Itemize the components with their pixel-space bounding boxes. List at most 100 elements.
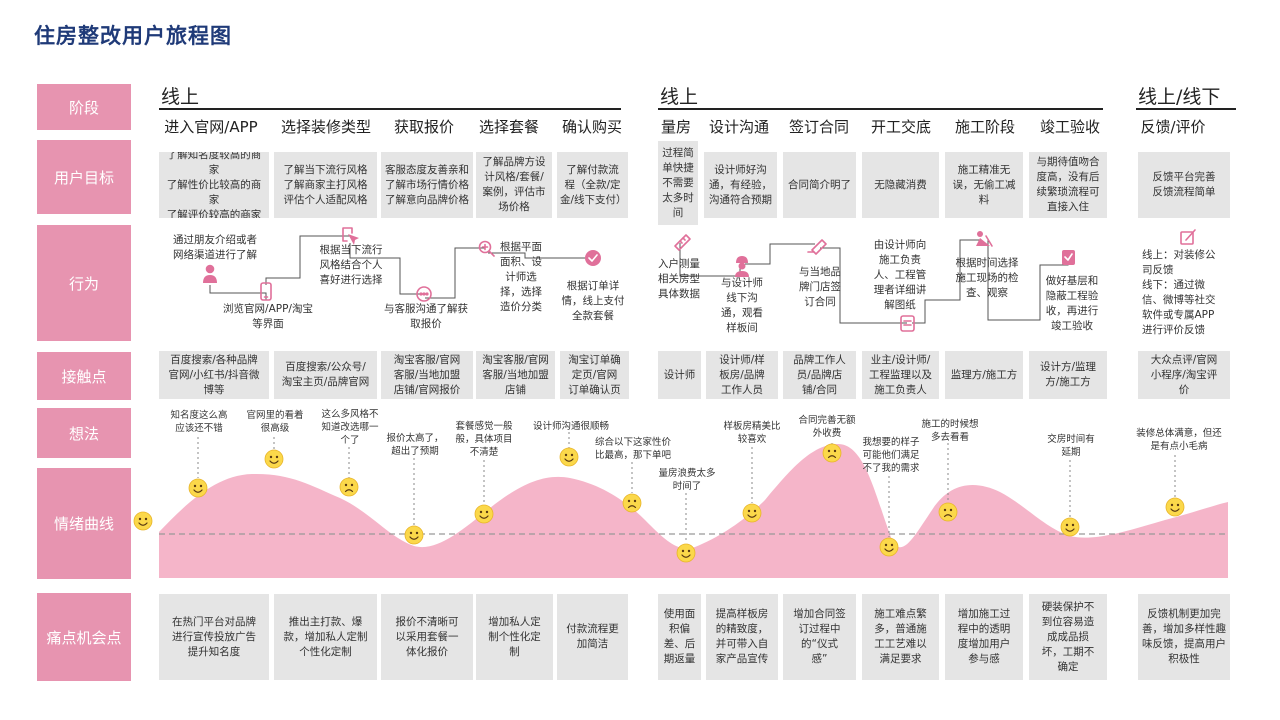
sad-face-icon [622, 493, 642, 513]
pain-box: 增加私人定 制个性化定 制 [476, 594, 553, 680]
behavior-connector [209, 285, 267, 300]
goal-box: 了解当下流行风格 了解商家主打风格 评估个人适配风格 [274, 152, 377, 218]
worker-icon [735, 256, 749, 277]
behavior-text: 根据时间选择 施工现场的检 查、观察 [955, 257, 1019, 299]
behavior-text: 做好基层和 隐蔽工程验 收，再进行 竣工验收 [1045, 275, 1099, 332]
touchpoint-box: 品牌工作人 员/品牌店 铺/合同 [783, 351, 856, 399]
section-divider [658, 108, 1103, 110]
goal-box: 客服态度友善亲和 了解市场行情价格 了解意向品牌价格 [381, 152, 473, 218]
emotion-curve-area [159, 444, 1228, 578]
goal-box: 反馈平台完善 反馈流程简单 [1138, 152, 1230, 218]
stage-choose-package: 选择套餐 [478, 118, 539, 136]
goal-box: 无隐藏消费 [862, 152, 939, 218]
pen-icon [807, 239, 827, 255]
stage-get-quote: 获取报价 [393, 118, 454, 136]
touchpoint-box: 设计师/样 板房/品牌 工作人员 [706, 351, 778, 399]
smile-face-icon [742, 503, 762, 523]
stage-design-talk: 设计沟通 [708, 118, 769, 136]
smile-face-icon [474, 504, 494, 524]
pain-box: 增加合同签 订过程中 的“仪式 感” [783, 594, 856, 680]
stage-construction: 施工阶段 [954, 118, 1015, 136]
pain-box: 使用面 积偏 差、后 期返量 [658, 594, 701, 680]
row-label-pain: 痛点机会点 [37, 593, 131, 681]
behavior-text: 通过朋友介绍或者 网络渠道进行了解 [173, 234, 257, 261]
touchpoint-box: 淘宝订单确 定页/官网 订单确认页 [560, 351, 629, 399]
behavior-text: 线上：对装修公 司反馈 线下：通过微 信、微博等社交 软件或专属APP 进行评价… [1142, 249, 1216, 336]
pain-box: 硬装保护不 到位容易造 成成品损 坏，工期不 确定 [1029, 594, 1107, 680]
behavior-text: 入户测量 相关房型 具体数据 [658, 258, 700, 300]
checklist-icon [1062, 250, 1075, 265]
construction-icon [976, 231, 993, 247]
row-label-behavior: 行为 [37, 225, 131, 341]
pain-box: 增加施工过 程中的透明 度增加用户 参与感 [945, 594, 1023, 680]
smile-face-icon [133, 511, 153, 531]
thought-note: 合同完善无额 外收费 [798, 415, 856, 439]
sad-face-icon [822, 443, 842, 463]
stage-confirm-purchase: 确认购买 [561, 118, 622, 136]
stage-feedback: 反馈/评价 [1140, 118, 1206, 136]
touchpoint-box: 监理方/施工方 [945, 351, 1023, 399]
thought-note: 官网里的看着 很高级 [246, 410, 304, 434]
thought-note: 量房浪费太多 时间了 [658, 468, 716, 492]
goal-box: 合同简介明了 [783, 152, 856, 218]
row-label-touchpoint: 接触点 [37, 352, 131, 400]
row-label-thought: 想法 [37, 408, 131, 458]
stage-measure: 量房 [660, 118, 691, 136]
section-divider [1136, 108, 1236, 110]
chat-icon [416, 286, 432, 302]
behavior-connector [745, 243, 815, 265]
sad-face-icon [938, 502, 958, 522]
section-title-online-2: 线上 [660, 86, 699, 108]
pain-box: 推出主打款、爆 款，增加私人定制 个性化定制 [274, 594, 377, 680]
thought-note: 设计师沟通很顺畅 [532, 421, 609, 432]
smile-face-icon [188, 478, 208, 498]
phone-icon [260, 282, 272, 301]
thought-note: 我想要的样子 可能他们满足 不了我的需求 [862, 437, 920, 474]
stage-kickoff: 开工交底 [870, 118, 931, 136]
goal-box: 与期待值吻合 度高，没有后 续繁琐流程可 直接入住 [1029, 152, 1107, 218]
goal-box: 设计师好沟 通，有经验， 沟通符合预期 [704, 152, 777, 218]
touchpoint-box: 业主/设计师/ 工程监理以及 施工负责人 [862, 351, 939, 399]
behavior-connector [425, 247, 485, 299]
behavior-text: 与设计师 线下沟 通，观看 样板间 [721, 277, 763, 334]
thought-note: 知名度这么高 应该还不错 [170, 410, 228, 434]
smile-face-icon [1165, 497, 1185, 517]
smile-face-icon [1060, 517, 1080, 537]
thought-note: 装修总体满意，但还 是有点小毛病 [1136, 428, 1222, 452]
section-title-online-offline: 线上/线下 [1138, 86, 1221, 108]
behavior-text: 根据当下流行 风格结合个人 喜好进行选择 [319, 244, 383, 286]
check-circle-icon [585, 250, 601, 266]
thought-note: 样板房精美比 较喜欢 [723, 421, 781, 445]
smile-face-icon [676, 543, 696, 563]
edit-icon [1180, 229, 1196, 245]
thought-note: 报价太高了， 超出了预期 [386, 433, 444, 457]
behavior-text: 由设计师向 施工负责 人、工程管 理者详细讲 解图纸 [873, 239, 927, 311]
document-icon [900, 315, 915, 332]
pain-box: 提高样板房 的精致度， 并可带入自 家产品宣传 [706, 594, 778, 680]
goal-box: 了解知名度较高的商家 了解性价比较高的商家 了解评价较高的商家 [159, 152, 269, 218]
pain-box: 反馈机制更加完 善，增加多样性趣 味反馈，提高用户 积极性 [1138, 594, 1230, 680]
touchpoint-box: 淘宝客服/官网 客服/当地加盟 店铺 [476, 351, 555, 399]
behavior-text: 根据平面 面积、设 计师选 择，选择 造价分类 [500, 241, 542, 313]
pain-box: 付款流程更 加简洁 [557, 594, 628, 680]
touchpoint-box: 设计师 [658, 351, 701, 399]
touchpoint-box: 设计方/监理 方/施工方 [1029, 351, 1107, 399]
thought-note: 这么多风格不 知道改选哪一 个了 [321, 409, 379, 446]
goal-box: 过程简 单快捷 不需要 太多时 间 [658, 141, 698, 225]
smile-face-icon [264, 449, 284, 469]
behavior-text: 浏览官网/APP/淘宝 等界面 [223, 303, 313, 330]
pain-box: 报价不清晰可 以采用套餐一 体化报价 [381, 594, 473, 680]
sad-face-icon [339, 477, 359, 497]
thought-note: 交房时间有 延期 [1047, 434, 1095, 458]
behavior-text: 与当地品 牌门店签 订合同 [799, 266, 841, 308]
section-divider [159, 108, 621, 110]
behavior-text: 根据订单详 情，线上支付 全款套餐 [561, 280, 625, 322]
row-label-goal: 用户目标 [37, 140, 131, 214]
search-plus-icon [478, 240, 495, 257]
touchpoint-box: 百度搜索/各种品牌 官网/小红书/抖音微 博等 [159, 351, 269, 399]
row-label-emotion: 情绪曲线 [37, 468, 131, 579]
stage-contract: 签订合同 [788, 118, 849, 136]
touchpoint-box: 淘宝客服/官网 客服/当地加盟 店铺/官网报价 [381, 351, 473, 399]
person-icon [203, 264, 217, 283]
goal-box: 了解品牌方设 计风格/套餐/ 案例，评估市 场价格 [476, 152, 552, 218]
